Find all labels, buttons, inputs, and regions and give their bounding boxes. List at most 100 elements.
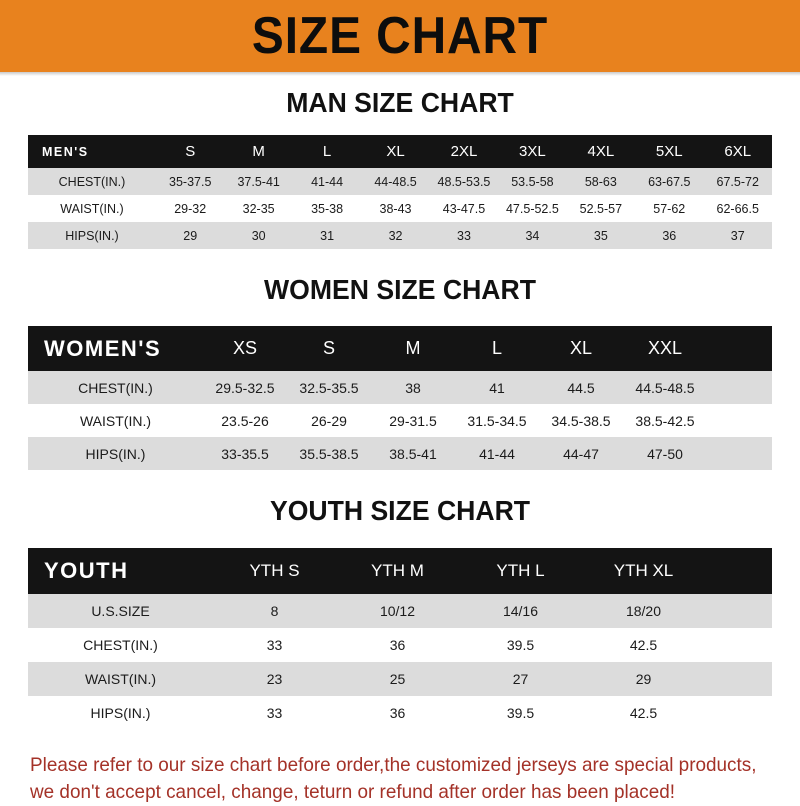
col-header-4xl: 4XL bbox=[587, 143, 615, 160]
cell-value: 44.5 bbox=[567, 379, 595, 396]
cell-value: 10/12 bbox=[379, 603, 416, 619]
cell-value: 33-35.5 bbox=[221, 445, 269, 462]
row-label-chest: CHEST(IN.) bbox=[78, 379, 153, 396]
col-header-m: M bbox=[405, 338, 421, 358]
col-header-s: S bbox=[322, 338, 335, 358]
row-spacer bbox=[707, 371, 772, 404]
table-row: HIPS(IN.) 33 36 39.5 42.5 bbox=[28, 696, 772, 730]
cell-value: 58-63 bbox=[584, 174, 617, 189]
row-label-hips: HIPS(IN.) bbox=[65, 228, 119, 243]
col-header-xl: XL bbox=[569, 338, 593, 358]
section-title-women: WOMEN SIZE CHART bbox=[264, 274, 536, 305]
table-header-label-men: MEN'S bbox=[42, 144, 89, 159]
table-row: WAIST(IN.) 23 25 27 29 bbox=[28, 662, 772, 696]
banner-shadow-divider bbox=[0, 72, 800, 76]
cell-value: 29 bbox=[635, 671, 652, 687]
cell-value: 35 bbox=[593, 228, 608, 243]
table-row: U.S.SIZE 8 10/12 14/16 18/20 bbox=[28, 594, 772, 628]
cell-value: 57-62 bbox=[653, 201, 686, 216]
table-row: CHEST(IN.) 29.5-32.5 32.5-35.5 38 41 44.… bbox=[28, 371, 772, 404]
table-header-spacer bbox=[705, 548, 772, 594]
row-spacer bbox=[705, 628, 772, 662]
table-row: WAIST(IN.) 29-32 32-35 35-38 38-43 43-47… bbox=[28, 195, 772, 222]
row-label-us-size: U.S.SIZE bbox=[91, 603, 150, 619]
col-header-s: S bbox=[185, 143, 196, 160]
cell-value: 67.5-72 bbox=[716, 174, 759, 189]
cell-value: 36 bbox=[389, 705, 406, 721]
section-women: WOMEN SIZE CHART WOMEN'S XS S M L XL XXL… bbox=[0, 249, 800, 470]
cell-value: 29.5-32.5 bbox=[215, 379, 275, 396]
col-header-l: L bbox=[322, 143, 332, 160]
cell-value: 23.5-26 bbox=[221, 412, 269, 429]
row-label-waist: WAIST(IN.) bbox=[60, 201, 124, 216]
cell-value: 32-35 bbox=[242, 201, 275, 216]
cell-value: 25 bbox=[389, 671, 406, 687]
cell-value: 30 bbox=[251, 228, 266, 243]
cell-value: 32 bbox=[388, 228, 403, 243]
cell-value: 35-37.5 bbox=[169, 174, 212, 189]
cell-value: 34.5-38.5 bbox=[551, 412, 611, 429]
row-label-chest: CHEST(IN.) bbox=[83, 637, 158, 653]
section-title-men: MAN SIZE CHART bbox=[286, 87, 514, 118]
col-header-yth-l: YTH L bbox=[496, 561, 545, 580]
cell-value: 23 bbox=[266, 671, 283, 687]
col-header-xxl: XXL bbox=[647, 338, 683, 358]
table-row: CHEST(IN.) 35-37.5 37.5-41 41-44 44-48.5… bbox=[28, 168, 772, 195]
row-label-waist: WAIST(IN.) bbox=[79, 412, 152, 429]
table-header-row-women: WOMEN'S XS S M L XL XXL bbox=[28, 326, 772, 371]
page-title: SIZE CHART bbox=[251, 7, 549, 65]
table-header-spacer bbox=[707, 326, 772, 371]
cell-value: 31 bbox=[320, 228, 335, 243]
cell-value: 38.5-42.5 bbox=[635, 412, 695, 429]
col-header-3xl: 3XL bbox=[519, 143, 546, 160]
cell-value: 41-44 bbox=[479, 445, 515, 462]
table-row: HIPS(IN.) 29 30 31 32 33 34 35 36 37 bbox=[28, 222, 772, 249]
row-spacer bbox=[705, 662, 772, 696]
cell-value: 36 bbox=[662, 228, 677, 243]
cell-value: 29-32 bbox=[174, 201, 207, 216]
table-women: WOMEN'S XS S M L XL XXL CHEST(IN.) 29.5-… bbox=[28, 326, 772, 470]
cell-value: 38-43 bbox=[379, 201, 412, 216]
section-youth: YOUTH SIZE CHART YOUTH YTH S YTH M YTH L… bbox=[0, 470, 800, 730]
cell-value: 39.5 bbox=[506, 705, 535, 721]
table-men: MEN'S S M L XL 2XL 3XL 4XL 5XL 6XL CHEST… bbox=[28, 135, 772, 249]
col-header-m: M bbox=[252, 143, 265, 160]
cell-value: 8 bbox=[270, 603, 279, 619]
cell-value: 44-48.5 bbox=[374, 174, 417, 189]
col-header-l: L bbox=[491, 338, 502, 358]
cell-value: 44-47 bbox=[563, 445, 599, 462]
table-youth: YOUTH YTH S YTH M YTH L YTH XL U.S.SIZE … bbox=[28, 548, 772, 730]
col-header-xs: XS bbox=[232, 338, 257, 358]
cell-value: 27 bbox=[512, 671, 529, 687]
page-header-banner: SIZE CHART bbox=[0, 0, 800, 72]
cell-value: 35.5-38.5 bbox=[299, 445, 359, 462]
cell-value: 52.5-57 bbox=[579, 201, 623, 216]
row-label-chest: CHEST(IN.) bbox=[58, 174, 126, 189]
table-row: CHEST(IN.) 33 36 39.5 42.5 bbox=[28, 628, 772, 662]
section-men: MAN SIZE CHART MEN'S S M L XL 2XL 3XL 4X… bbox=[0, 76, 800, 249]
col-header-6xl: 6XL bbox=[724, 143, 752, 160]
table-row: WAIST(IN.) 23.5-26 26-29 29-31.5 31.5-34… bbox=[28, 404, 772, 437]
table-row: HIPS(IN.) 33-35.5 35.5-38.5 38.5-41 41-4… bbox=[28, 437, 772, 470]
cell-value: 44.5-48.5 bbox=[635, 379, 695, 396]
cell-value: 39.5 bbox=[506, 637, 535, 653]
section-title-youth: YOUTH SIZE CHART bbox=[269, 495, 531, 526]
col-header-xl: XL bbox=[386, 143, 405, 160]
cell-value: 26-29 bbox=[311, 412, 347, 429]
col-header-5xl: 5XL bbox=[655, 143, 683, 160]
col-header-2xl: 2XL bbox=[450, 143, 478, 160]
cell-value: 48.5-53.5 bbox=[437, 174, 491, 189]
cell-value: 62-66.5 bbox=[716, 201, 759, 216]
table-header-label-youth: YOUTH bbox=[44, 558, 129, 583]
cell-value: 47.5-52.5 bbox=[505, 201, 559, 216]
cell-value: 31.5-34.5 bbox=[467, 412, 527, 429]
cell-value: 37 bbox=[730, 228, 745, 243]
cell-value: 18/20 bbox=[625, 603, 662, 619]
table-header-label-women: WOMEN'S bbox=[44, 335, 162, 361]
cell-value: 38.5-41 bbox=[389, 445, 437, 462]
footer-disclaimer-line-1: Please refer to our size chart before or… bbox=[30, 754, 757, 776]
row-spacer bbox=[705, 594, 772, 628]
cell-value: 42.5 bbox=[629, 705, 658, 721]
cell-value: 43-47.5 bbox=[442, 201, 486, 216]
cell-value: 35-38 bbox=[311, 201, 344, 216]
